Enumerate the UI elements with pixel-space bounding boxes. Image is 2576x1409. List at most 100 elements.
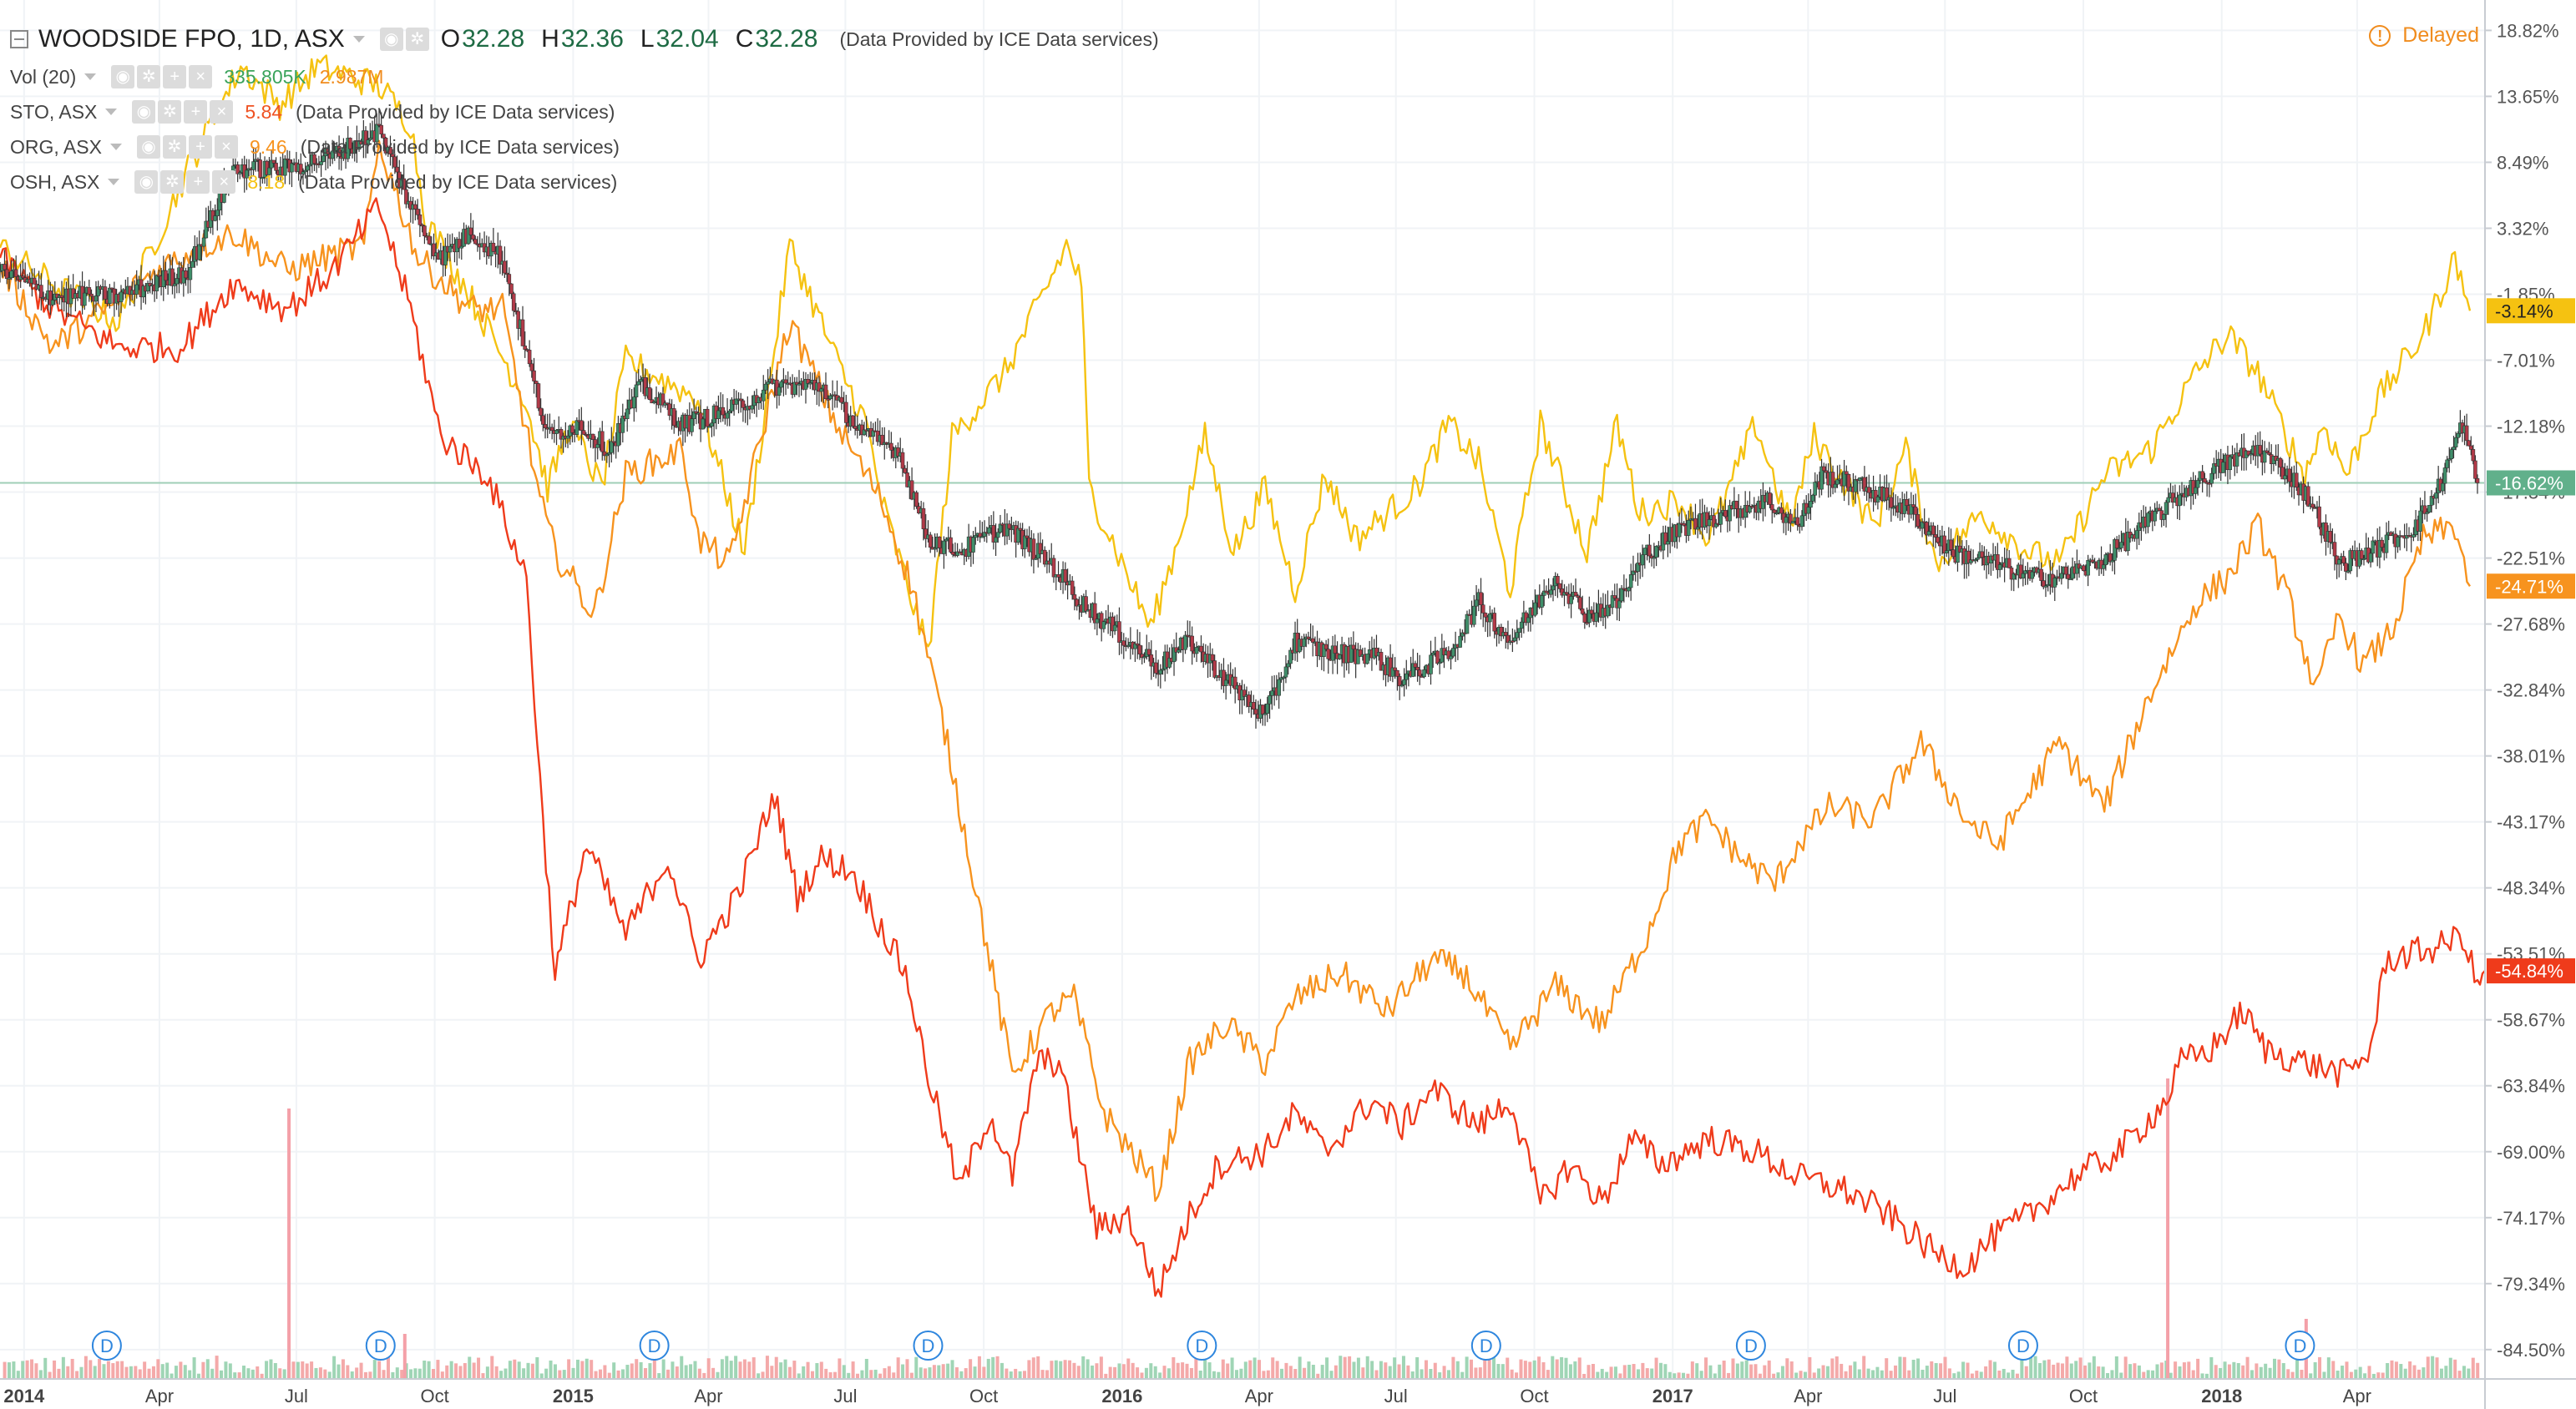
volume-bar: [2074, 1361, 2078, 1379]
candle-body: [1190, 635, 1194, 652]
compare-sto-eye-icon[interactable]: ◉: [132, 100, 156, 124]
volume-gear-icon[interactable]: ✲: [137, 65, 161, 88]
compare-org-chevron-icon[interactable]: [109, 144, 122, 150]
volume-bar: [2286, 1369, 2290, 1379]
candle-body: [466, 227, 471, 245]
volume-bar: [1451, 1356, 1455, 1379]
compare-org-remove-icon[interactable]: ×: [214, 135, 238, 159]
candle-body: [1813, 482, 1817, 496]
volume-bar: [1248, 1360, 1253, 1379]
candle-body: [1718, 512, 1723, 525]
compare-value-org: 9.46: [249, 135, 287, 158]
price-tick-label: 18.82%: [2497, 20, 2559, 41]
volume-bar: [1438, 1372, 1442, 1379]
delayed-indicator[interactable]: ! Delayed: [2369, 23, 2479, 48]
volume-remove-icon[interactable]: ×: [189, 65, 213, 88]
candle-body: [2059, 573, 2064, 579]
candle-body: [1167, 658, 1172, 668]
candle-body: [379, 124, 383, 134]
candle-body: [1976, 558, 1980, 560]
candle-body: [520, 319, 525, 346]
volume-bar: [1546, 1370, 1550, 1379]
volume-bar: [12, 1361, 16, 1379]
candle-body: [2278, 457, 2283, 468]
volume-bar: [580, 1361, 585, 1379]
volume-bar: [1871, 1370, 1875, 1379]
volume-bar: [1280, 1368, 1284, 1379]
volume-bar: [1050, 1361, 1054, 1379]
volume-bar: [377, 1361, 382, 1379]
candle-body: [665, 402, 670, 405]
candle-body: [928, 534, 933, 548]
volume-bar: [477, 1357, 481, 1379]
volume-bar: [774, 1356, 778, 1379]
volume-bar: [1040, 1370, 1045, 1379]
compare-sto-gear-icon[interactable]: ✲: [158, 100, 182, 124]
volume-bar: [1239, 1368, 1243, 1379]
compare-org-add-icon[interactable]: +: [188, 135, 212, 159]
volume-bar: [1181, 1362, 1185, 1379]
volume-bar: [1673, 1373, 1677, 1379]
candle-body: [1099, 613, 1104, 629]
volume-bar: [1537, 1356, 1541, 1379]
candle-body: [201, 237, 206, 247]
candle-body: [817, 382, 822, 392]
visibility-eye-icon[interactable]: ◉: [379, 28, 403, 51]
volume-bar: [2408, 1361, 2412, 1379]
dividend-marker-label: D: [1195, 1336, 1208, 1356]
candle-body: [468, 227, 473, 235]
volume-bar: [824, 1368, 828, 1379]
volume-bar: [1234, 1370, 1238, 1379]
compare-osh-eye-icon[interactable]: ◉: [134, 170, 159, 194]
candle-body: [204, 220, 209, 239]
compare-osh-chevron-icon[interactable]: [108, 179, 120, 185]
collapse-legend-icon[interactable]: [10, 30, 28, 48]
compare-osh-remove-icon[interactable]: ×: [212, 170, 236, 194]
candle-body: [427, 235, 432, 245]
last-value-label: -24.71%: [2495, 576, 2563, 597]
volume-bar: [603, 1365, 607, 1379]
compare-sto-add-icon[interactable]: +: [184, 100, 208, 124]
volume-bar: [2191, 1370, 2195, 1379]
candle-body: [707, 426, 712, 428]
volume-bar: [2029, 1356, 2033, 1379]
compare-sto-chevron-icon[interactable]: [105, 109, 118, 115]
candle-body: [1663, 532, 1668, 545]
compare-osh-add-icon[interactable]: +: [186, 170, 210, 194]
candle-body: [807, 382, 812, 385]
settings-gear-icon[interactable]: ✲: [405, 28, 429, 51]
volume-bar: [2020, 1357, 2024, 1379]
candle-body: [1693, 518, 1698, 530]
candle-body: [258, 159, 262, 179]
compare-org-eye-icon[interactable]: ◉: [136, 135, 160, 159]
volume-bar: [1465, 1356, 1469, 1379]
volume-bar: [1018, 1371, 1022, 1379]
volume-bar: [1140, 1372, 1144, 1379]
compare-org-gear-icon[interactable]: ✲: [162, 135, 186, 159]
volume-add-icon[interactable]: +: [163, 65, 187, 88]
symbol-menu-chevron-icon[interactable]: [352, 36, 365, 43]
compare-osh-gear-icon[interactable]: ✲: [160, 170, 185, 194]
dividend-marker: [91, 1331, 122, 1361]
volume-bar: [1794, 1372, 1799, 1379]
volume-bar: [1997, 1370, 2002, 1379]
volume-bar: [2047, 1359, 2051, 1379]
volume-bar: [539, 1373, 544, 1379]
candle-body: [734, 398, 739, 405]
candle-body: [2108, 553, 2113, 563]
compare-sto-remove-icon[interactable]: ×: [210, 100, 234, 124]
volume-eye-icon[interactable]: ◉: [111, 65, 135, 88]
volume-bar: [1311, 1365, 1315, 1379]
candle-body: [1686, 520, 1691, 536]
candle-body: [565, 436, 570, 439]
volume-bar: [1641, 1362, 1645, 1379]
volume-bar: [1361, 1367, 1365, 1379]
candle-body: [473, 239, 478, 245]
volume-bar: [1659, 1362, 1663, 1379]
volume-menu-chevron-icon[interactable]: [84, 73, 97, 80]
candle-body: [1177, 649, 1181, 653]
candle-body: [1606, 604, 1610, 617]
time-tick-label: Apr: [1245, 1386, 1273, 1406]
volume-bar: [1189, 1367, 1193, 1379]
